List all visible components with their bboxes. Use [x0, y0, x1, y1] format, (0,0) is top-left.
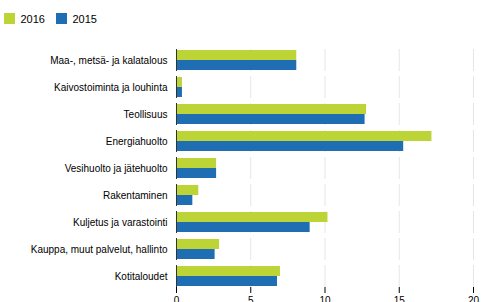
- svg-text:Energiahuolto: Energiahuolto: [106, 135, 168, 146]
- svg-text:Maa-, metsä- ja kalatalous: Maa-, metsä- ja kalatalous: [50, 54, 167, 65]
- svg-text:Vesihuolto ja jätehuolto: Vesihuolto ja jätehuolto: [65, 162, 168, 173]
- svg-text:0: 0: [174, 294, 180, 302]
- svg-text:15: 15: [394, 294, 406, 302]
- svg-text:5: 5: [248, 294, 254, 302]
- html-text:2016: 2016: [20, 12, 45, 25]
- svg-text:Kotitaloudet: Kotitaloudet: [115, 270, 168, 281]
- svg-text:20: 20: [468, 294, 480, 302]
- svg-text:Kauppa, muut palvelut, hallint: Kauppa, muut palvelut, hallinto: [31, 243, 168, 254]
- svg-text:Kaivostoiminta ja louhinta: Kaivostoiminta ja louhinta: [54, 81, 168, 92]
- svg-text:Rakentaminen: Rakentaminen: [103, 189, 167, 200]
- svg-text:Teollisuus: Teollisuus: [124, 108, 168, 119]
- svg-text:10: 10: [319, 294, 331, 302]
- html-text:2015: 2015: [72, 12, 97, 25]
- svg-text:Kuljetus ja varastointi: Kuljetus ja varastointi: [73, 216, 168, 227]
